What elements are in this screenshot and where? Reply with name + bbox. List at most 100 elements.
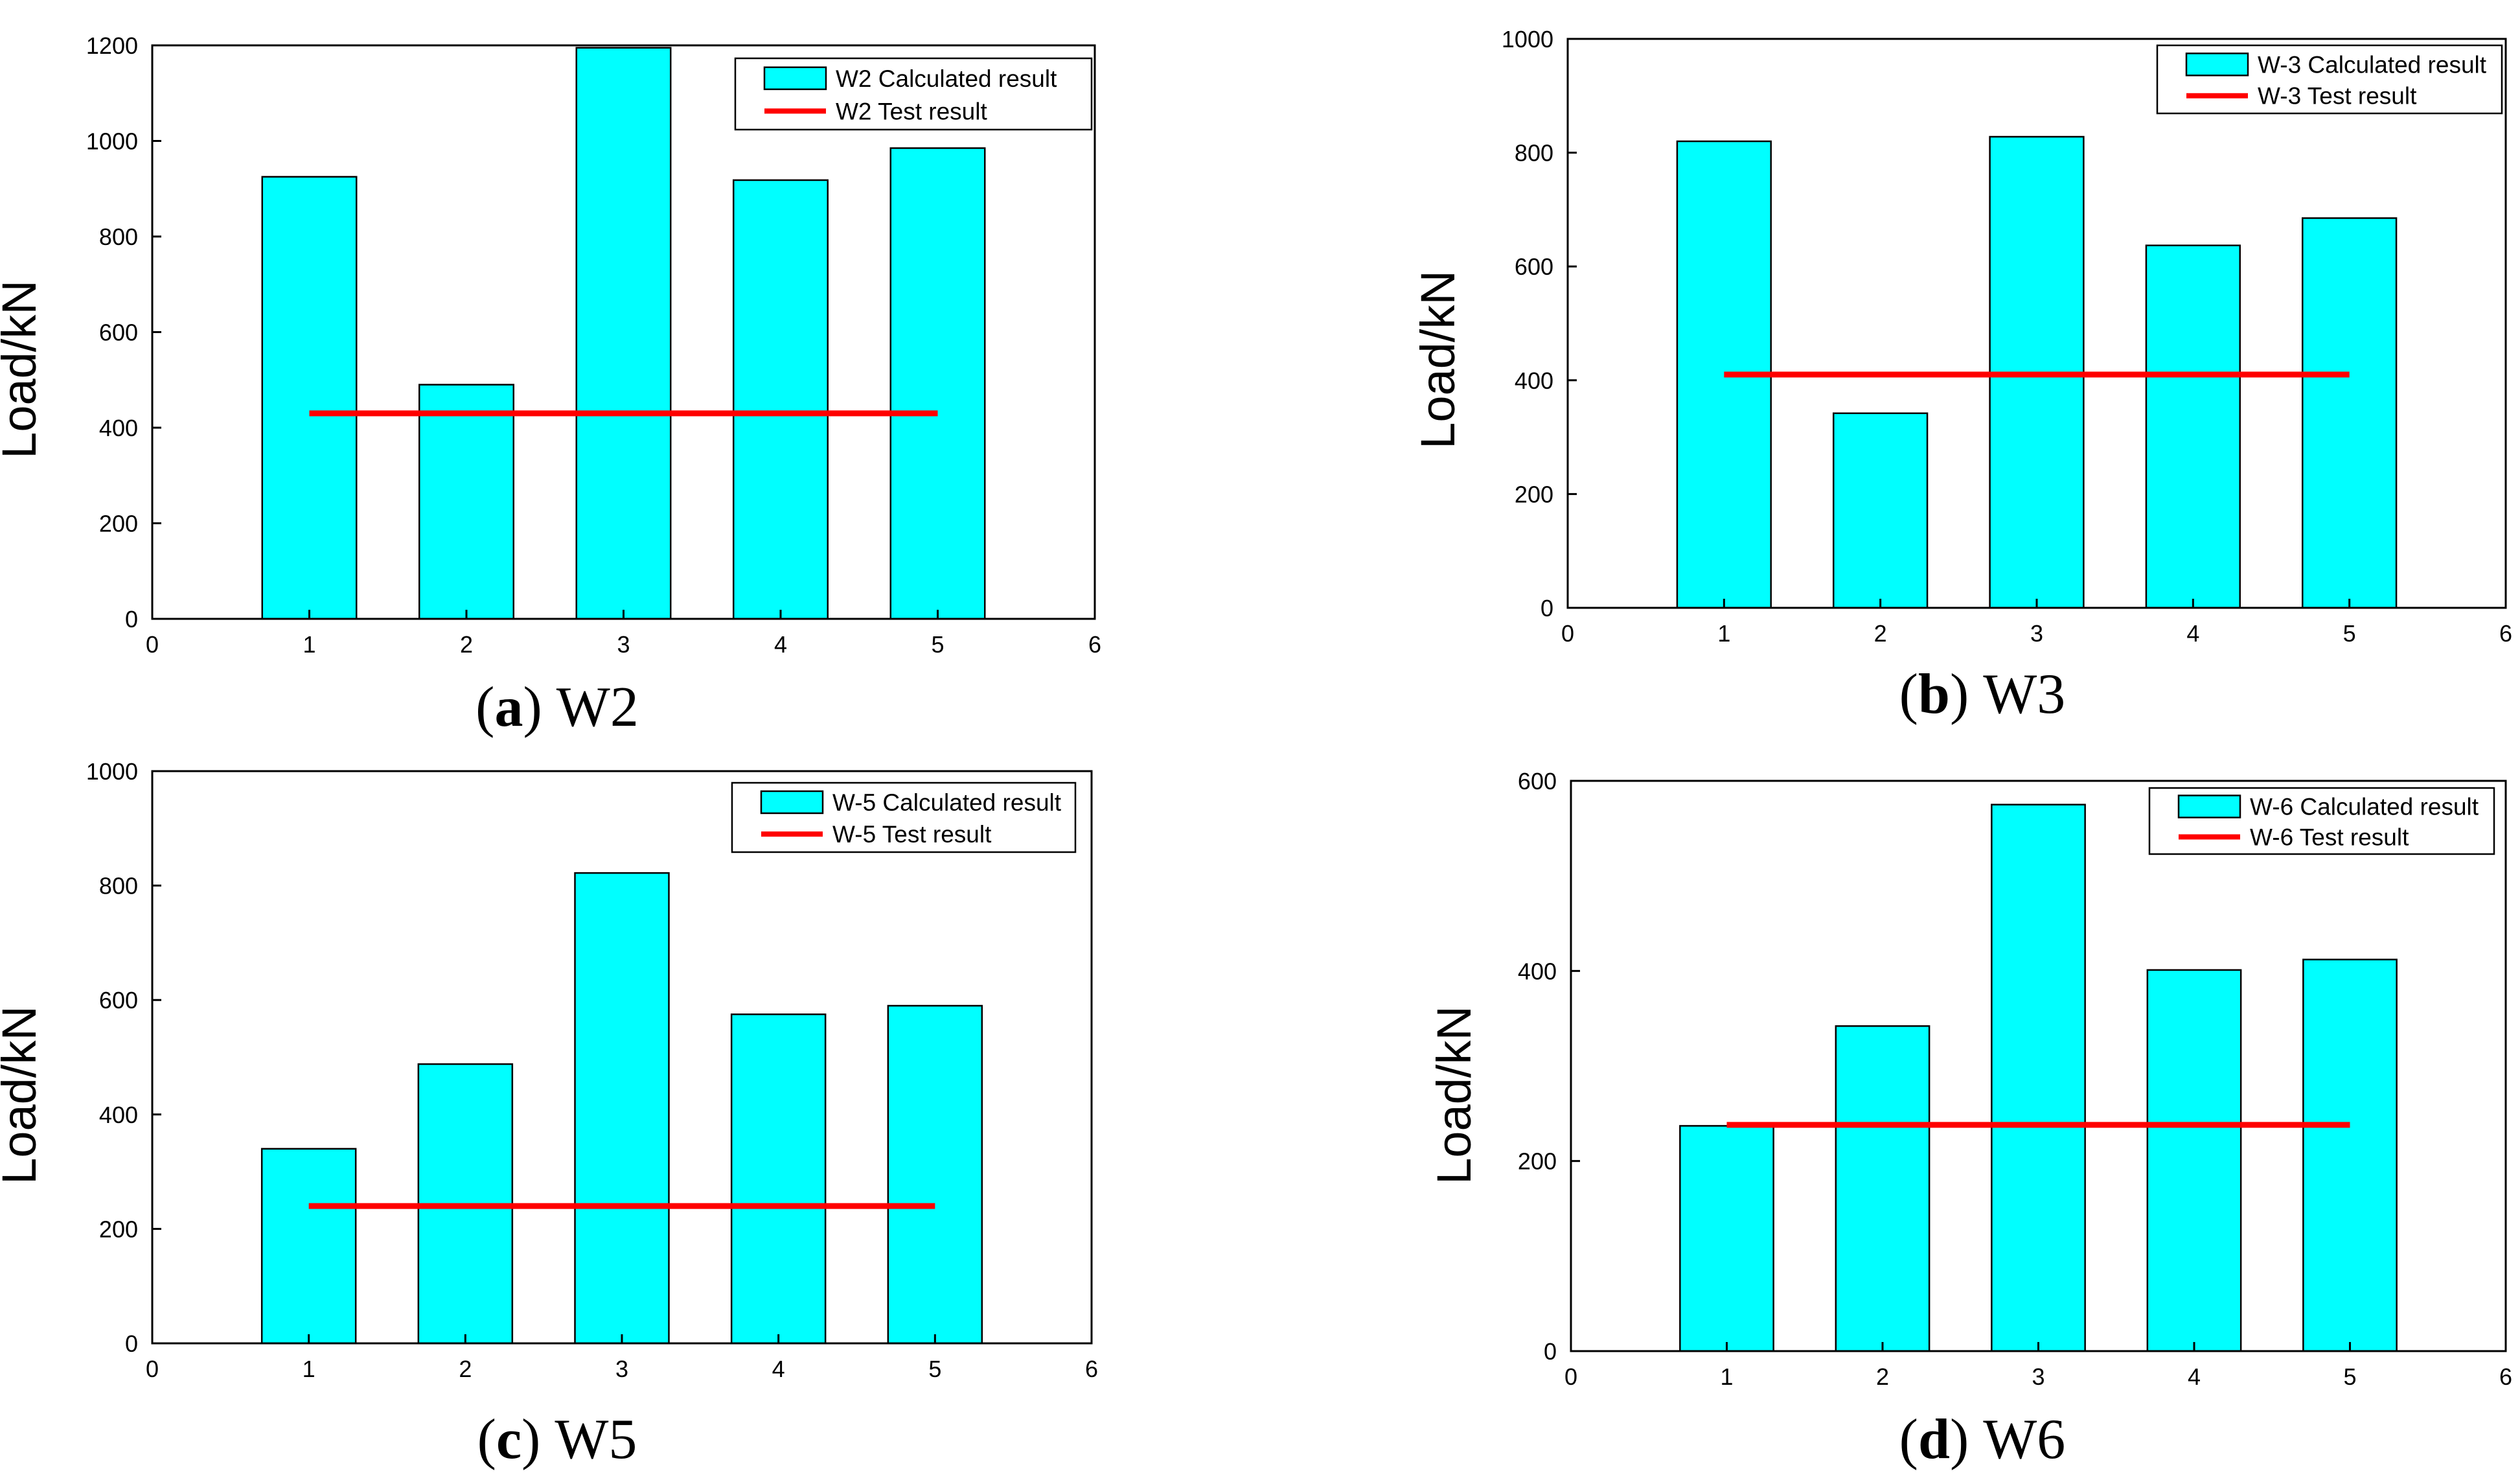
legend-swatch-calculated [760,790,824,815]
bar-3 [1991,804,2086,1352]
figure-caption: (d) W6 [1899,1408,2066,1471]
x-tick-label: 6 [2499,620,2512,647]
x-tick-label: 5 [2343,1363,2356,1390]
y-tick-label: 400 [1515,367,1553,394]
bar-3 [574,872,670,1345]
x-tick-label: 3 [2032,1363,2045,1390]
y-tick-label: 200 [1515,481,1553,507]
y-tick-label: 1200 [86,32,138,59]
legend-label-calculated: W-3 Calculated result [2258,51,2487,78]
y-tick-label: 200 [1518,1148,1557,1175]
legend-label-test: W-6 Test result [2250,824,2409,850]
x-tick-label: 0 [1564,1363,1577,1390]
legend-label-test: W2 Test result [836,98,987,124]
legend-swatch-calculated [2177,794,2241,818]
legend-label-test: W-3 Test result [2258,83,2417,110]
x-tick-label: 2 [459,1356,472,1382]
caption-name: W3 [1983,663,2065,726]
caption-letter: d [1918,1408,1950,1471]
x-tick-label: 5 [931,631,944,658]
caption-close-paren: ) [521,1408,540,1471]
x-tick-label: 6 [2499,1363,2512,1390]
caption-letter: c [496,1408,521,1471]
y-tick-label: 600 [99,987,138,1013]
legend-swatch-calculated [2185,52,2249,76]
caption-close-paren: ) [1950,1408,1969,1471]
bar-1 [260,1148,357,1345]
y-axis-label: Load/kN [1411,270,1465,449]
y-tick-label: 0 [125,606,138,632]
y-tick-label: 0 [1544,1338,1557,1365]
figure-caption: (c) W5 [477,1408,637,1471]
y-tick-label: 1000 [86,128,138,155]
x-tick-label: 3 [617,631,630,658]
y-tick-label: 600 [1518,768,1557,794]
y-tick-label: 600 [1515,253,1553,280]
chart-panel-a: 0 1 2 3 4 5 6 0 200 400 600 800 1000 1200 Load/kN W2 Ca… [0,32,1101,739]
bar-5 [889,147,986,620]
x-tick-label: 6 [1088,631,1101,658]
y-tick-label: 800 [99,873,138,899]
caption-name: W5 [555,1408,637,1471]
y-axis-label: Load/kN [1427,1006,1481,1185]
y-tick-label: 1000 [86,758,138,785]
bar-4 [2146,969,2242,1352]
x-tick-label: 4 [2188,1363,2201,1390]
caption-open-paren: ( [1899,1408,1918,1471]
x-tick-label: 1 [1720,1363,1733,1390]
bar-4 [2145,244,2241,609]
x-tick-label: 0 [146,1356,159,1382]
y-tick-label: 0 [125,1330,138,1357]
bar-5 [2302,958,2398,1352]
bar-2 [1835,1025,1930,1352]
y-tick-label: 800 [1515,140,1553,167]
y-tick-label: 400 [99,1102,138,1128]
chart-panel-d: 0 1 2 3 4 5 6 0 200 400 600 Load/kN W-6 Calculated r… [1427,768,2512,1471]
caption-open-paren: ( [477,1408,496,1471]
legend-label-calculated: W2 Calculated result [836,65,1057,92]
x-tick-label: 2 [460,631,473,658]
y-tick-label: 200 [99,1216,138,1242]
x-tick-label: 4 [774,631,787,658]
x-tick-label: 3 [615,1356,628,1382]
x-tick-label: 6 [1085,1356,1098,1382]
legend: W2 Calculated result W2 Test result [734,57,1093,131]
x-tick-label: 5 [2343,620,2356,647]
x-tick-label: 0 [146,631,159,658]
x-tick-label: 3 [2030,620,2043,647]
x-tick-label: 4 [2186,620,2199,647]
legend: W-5 Calculated result W-5 Test result [731,782,1077,853]
caption-open-paren: ( [1899,663,1918,726]
x-tick-label: 0 [1561,620,1574,647]
x-tick-label: 1 [303,631,315,658]
chart-panel-b: 0 1 2 3 4 5 6 0 200 400 600 800 1000 Load/kN W-3 Calcu… [1411,26,2512,726]
bar-1 [261,176,358,620]
x-tick-label: 1 [303,1356,315,1382]
legend: W-3 Calculated result W-3 Test result [2156,44,2503,115]
bar-2 [418,384,514,620]
x-tick-label: 5 [928,1356,941,1382]
legend: W-6 Calculated result W-6 Test result [2148,787,2495,855]
legend-swatch-calculated [763,66,827,91]
bar-1 [1679,1125,1774,1352]
figure-caption: (a) W2 [475,676,639,739]
caption-name: W6 [1983,1408,2065,1471]
x-tick-label: 4 [772,1356,785,1382]
y-tick-label: 0 [1541,595,1553,621]
y-tick-label: 400 [99,415,138,441]
y-tick-label: 600 [99,319,138,346]
y-axis-label: Load/kN [0,280,46,459]
bar-3 [575,47,672,620]
caption-close-paren: ) [1950,663,1969,726]
x-tick-label: 2 [1874,620,1887,647]
legend-label-calculated: W-5 Calculated result [832,789,1062,816]
bar-5 [887,1004,983,1345]
caption-close-paren: ) [523,676,542,739]
chart-panel-c: 0 1 2 3 4 5 6 0 200 400 600 800 1000 Load/kN W-5 Calcu… [0,758,1098,1471]
y-tick-label: 800 [99,224,138,250]
bar-5 [2302,217,2398,609]
caption-letter: a [494,676,523,739]
bar-2 [1833,412,1929,609]
y-tick-label: 200 [99,511,138,537]
